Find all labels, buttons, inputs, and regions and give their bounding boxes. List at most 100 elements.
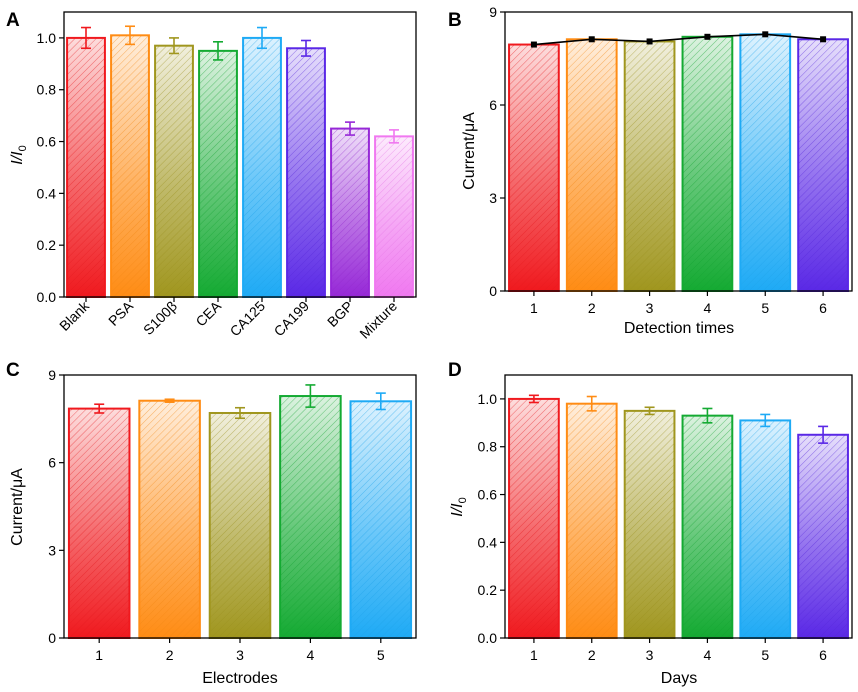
y-tick-label: 0.6 (478, 487, 498, 503)
panel-letter: A (6, 10, 20, 31)
y-axis-title-main: I/I (449, 503, 466, 517)
y-tick-label: 0.2 (478, 582, 498, 598)
plot-frame (63, 374, 417, 639)
bar-hatch (565, 402, 618, 640)
bar-hatch (138, 399, 201, 639)
series-point (588, 36, 595, 43)
panel-letter: C (6, 360, 20, 381)
x-tick-label: 5 (377, 647, 385, 663)
x-tick-label: 2 (588, 647, 596, 663)
bar-hatch (110, 34, 150, 299)
bar-hatch (565, 38, 618, 292)
x-tick-label: 4 (307, 647, 315, 663)
y-tick-label: 0.6 (37, 134, 57, 150)
bar-hatch (242, 36, 282, 299)
x-tick-label: 1 (530, 647, 538, 663)
x-tick-label: Blank (56, 297, 93, 334)
panel-d: D 1 2 3 4 5 6 0.0 0.2 0.4 0.6 0.8 1.0 I/I0 Days (448, 360, 853, 687)
bar-hatch (349, 400, 413, 639)
y-tick-label: 6 (489, 97, 497, 113)
plot-frame (504, 11, 853, 292)
x-tick-label: 4 (704, 300, 712, 316)
plot-frame (63, 11, 417, 298)
panel-c: C 1 2 3 4 5 0 3 6 9 Current/μA Electrodes (6, 360, 417, 687)
bar-hatch (623, 40, 676, 293)
x-tick-label: 5 (761, 647, 769, 663)
x-tick-label: CA199 (271, 298, 313, 340)
y-tick-label: 0.2 (37, 237, 57, 253)
y-axis-title-subscript: 0 (17, 145, 29, 151)
x-tick-label: 2 (588, 300, 596, 316)
x-tick-label: Mixture (356, 298, 400, 342)
y-axis-title: Current/μA (9, 468, 26, 546)
x-tick-label: PSA (105, 297, 137, 329)
bar-hatch (286, 47, 326, 299)
x-tick-label: 6 (819, 300, 827, 316)
x-tick-label: 2 (166, 647, 174, 663)
y-axis-title-subscript: 0 (457, 497, 469, 503)
x-axis-title: Electrodes (202, 670, 278, 687)
y-tick-label: 0 (48, 630, 56, 646)
bar-hatch (623, 409, 676, 640)
y-tick-label: 0.8 (478, 439, 498, 455)
x-axis-title: Detection times (624, 320, 734, 337)
y-tick-label: 6 (48, 455, 56, 471)
y-tick-label: 9 (48, 367, 56, 383)
y-tick-label: 9 (489, 4, 497, 20)
y-tick-label: 0.0 (37, 289, 57, 305)
x-tick-label: 3 (236, 647, 244, 663)
y-tick-label: 1.0 (478, 391, 498, 407)
y-axis-title: Current/μA (461, 112, 478, 190)
series-point (762, 31, 769, 38)
y-tick-label: 0.0 (478, 630, 498, 646)
x-axis-title: Days (661, 670, 697, 687)
x-tick-label: 3 (646, 300, 654, 316)
y-tick-label: 1.0 (37, 30, 57, 46)
y-axis-title: I/I0 (9, 145, 29, 164)
bar-hatch (279, 395, 342, 640)
bar-hatch (66, 36, 106, 299)
x-tick-label: BGP (324, 298, 356, 330)
bar-hatch (739, 33, 792, 292)
bar-hatch (681, 35, 734, 292)
bar-hatch (67, 407, 131, 639)
panel-b: B 1 2 3 4 5 6 0 3 6 9 Current/μA Detection times (448, 4, 853, 337)
x-tick-label: CEA (192, 297, 224, 329)
bar-hatch (739, 419, 792, 639)
panel-letter: B (448, 10, 462, 31)
x-tick-label: 4 (704, 647, 712, 663)
panel-a: A Blank PSA S100β CEA CA125 CA199 BGP Mixture 0.0… (6, 10, 417, 342)
y-tick-label: 0.8 (37, 82, 57, 98)
y-tick-label: 0 (489, 283, 497, 299)
series-point (820, 36, 827, 43)
bar-hatch (797, 38, 849, 292)
bar-hatch (508, 397, 560, 639)
y-axis-title-main: I/I (9, 151, 26, 165)
bar-hatch (330, 127, 370, 298)
series-point (704, 33, 711, 40)
bar-hatch (374, 135, 414, 298)
x-tick-label: 1 (530, 300, 538, 316)
series-point (646, 38, 653, 45)
bar-hatch (198, 49, 238, 299)
bar-hatch (208, 411, 272, 639)
bar-hatch (681, 414, 734, 639)
panel-letter: D (448, 360, 462, 381)
x-tick-label: CA125 (227, 298, 269, 340)
y-tick-label: 0.4 (37, 185, 57, 201)
bar-hatch (797, 433, 849, 640)
y-tick-label: 3 (48, 542, 56, 558)
series-point (530, 41, 537, 48)
plot-frame (504, 374, 853, 639)
x-tick-label: 1 (95, 647, 103, 663)
y-tick-label: 3 (489, 190, 497, 206)
series-line (533, 33, 824, 46)
x-tick-label: 6 (819, 647, 827, 663)
y-axis-title: I/I0 (449, 497, 469, 516)
x-tick-label: S100β (140, 298, 180, 338)
y-tick-label: 0.4 (478, 534, 498, 550)
bar-hatch (508, 43, 560, 292)
x-tick-label: 3 (646, 647, 654, 663)
bar-hatch (154, 44, 194, 298)
